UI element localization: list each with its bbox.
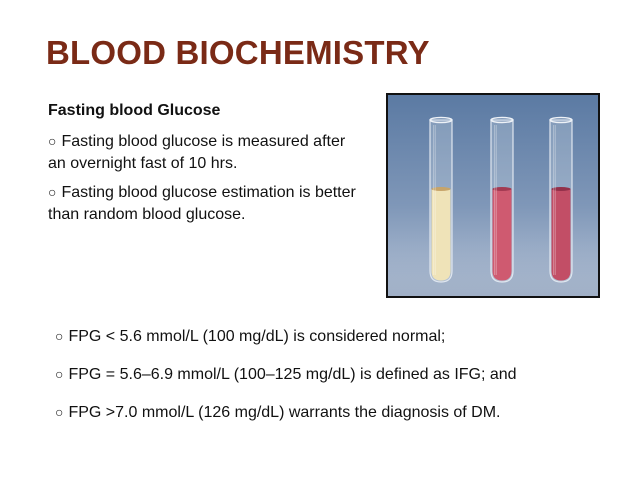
bullet-circle-icon: ○ <box>55 366 64 382</box>
slide-title: BLOOD BIOCHEMISTRY <box>46 34 430 71</box>
subheading: Fasting blood Glucose <box>48 102 221 119</box>
test-tube-1 <box>429 116 453 283</box>
left-column: Fasting blood Glucose ○ Fasting blood glu… <box>48 101 360 233</box>
left-point-1-text: Fasting blood glucose is measured after … <box>48 133 346 172</box>
bullet-circle-icon: ○ <box>55 328 64 344</box>
test-tubes-illustration <box>388 95 598 296</box>
bottom-point-3-text: FPG >7.0 mmol/L (126 mg/dL) warrants the… <box>68 404 501 421</box>
bottom-point-3: ○ FPG >7.0 mmol/L (126 mg/dL) warrants th… <box>55 401 615 424</box>
test-tubes-photo <box>386 93 600 298</box>
test-tube-3 <box>549 116 573 283</box>
bullet-circle-icon: ○ <box>48 133 57 149</box>
bottom-point-1: ○ FPG < 5.6 mmol/L (100 mg/dL) is conside… <box>55 325 615 348</box>
bullet-circle-icon: ○ <box>48 184 57 200</box>
left-point-2: ○ Fasting blood glucose estimation is bet… <box>48 182 360 225</box>
bottom-point-2: ○ FPG = 5.6–6.9 mmol/L (100–125 mg/dL) is… <box>55 363 615 386</box>
left-point-2-text: Fasting blood glucose estimation is bett… <box>48 184 356 223</box>
left-point-1: ○ Fasting blood glucose is measured after… <box>48 131 360 174</box>
bottom-point-1-text: FPG < 5.6 mmol/L (100 mg/dL) is consider… <box>68 328 446 345</box>
bullet-circle-icon: ○ <box>55 404 64 420</box>
bottom-point-2-text: FPG = 5.6–6.9 mmol/L (100–125 mg/dL) is … <box>68 366 517 383</box>
test-tube-2 <box>490 116 514 283</box>
bottom-points: ○ FPG < 5.6 mmol/L (100 mg/dL) is conside… <box>55 325 615 439</box>
